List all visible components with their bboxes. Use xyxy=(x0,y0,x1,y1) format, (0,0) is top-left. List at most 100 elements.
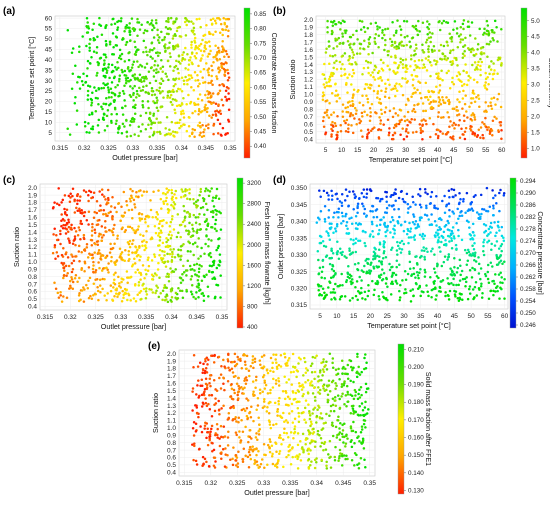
data-point xyxy=(353,106,357,110)
data-point xyxy=(324,245,328,248)
data-point xyxy=(105,69,109,72)
data-point xyxy=(80,222,84,226)
data-point xyxy=(139,78,143,81)
data-point xyxy=(477,217,481,221)
data-point xyxy=(437,91,441,94)
data-point xyxy=(362,47,365,51)
y-tick-label: 0.325 xyxy=(291,269,308,276)
data-point xyxy=(95,211,99,215)
data-point xyxy=(477,60,480,64)
data-point xyxy=(389,231,392,234)
colorbar-tick-label: 5.0 xyxy=(531,18,540,25)
data-point xyxy=(183,123,186,127)
data-point xyxy=(495,201,498,205)
data-point xyxy=(146,100,150,103)
data-point xyxy=(390,40,394,44)
data-point xyxy=(192,354,196,357)
data-point xyxy=(412,235,415,239)
y-tick-label: 0.8 xyxy=(28,274,37,281)
data-point xyxy=(93,251,96,254)
data-point xyxy=(164,25,168,29)
data-point xyxy=(73,277,77,280)
data-point xyxy=(258,427,262,431)
data-point xyxy=(146,258,150,262)
data-point xyxy=(204,41,207,44)
data-point xyxy=(405,127,408,131)
data-point xyxy=(465,71,468,74)
data-point xyxy=(68,241,71,245)
data-point xyxy=(78,50,81,54)
data-point xyxy=(346,363,350,367)
data-point xyxy=(97,249,101,252)
data-point xyxy=(223,365,226,368)
data-point xyxy=(359,414,362,417)
data-point xyxy=(91,222,94,226)
data-point xyxy=(438,19,441,23)
data-point xyxy=(423,213,427,216)
data-point xyxy=(299,358,302,361)
data-point xyxy=(415,255,418,258)
data-point xyxy=(131,116,134,120)
data-point xyxy=(68,200,72,204)
data-point xyxy=(448,289,452,293)
data-point xyxy=(255,432,258,435)
data-point xyxy=(255,375,258,379)
data-point xyxy=(156,213,160,216)
data-point xyxy=(226,436,230,439)
data-point xyxy=(404,77,407,81)
data-point xyxy=(343,73,346,77)
data-point xyxy=(202,81,205,84)
data-point xyxy=(156,33,159,37)
data-point xyxy=(377,69,381,73)
colorbar-tick-label: 1200 xyxy=(247,283,262,290)
data-point xyxy=(215,209,219,213)
data-point xyxy=(113,294,116,298)
y-tick-label: 1.9 xyxy=(167,358,176,365)
data-point xyxy=(67,218,70,222)
colorbar-label: Steam economy xyxy=(547,58,550,109)
data-point xyxy=(422,118,425,121)
data-point xyxy=(399,133,402,136)
data-point xyxy=(443,225,447,228)
data-point xyxy=(338,200,342,203)
data-point xyxy=(190,40,193,44)
panel-label: (a) xyxy=(3,6,15,17)
data-point xyxy=(123,230,127,234)
data-point xyxy=(271,386,275,389)
data-point xyxy=(63,207,66,211)
data-point xyxy=(141,99,144,103)
data-point xyxy=(127,292,130,296)
data-point xyxy=(405,64,408,67)
data-point xyxy=(96,243,100,246)
data-point xyxy=(182,51,185,54)
data-point xyxy=(92,50,96,53)
data-point xyxy=(313,458,317,462)
data-point xyxy=(420,119,423,122)
data-point xyxy=(452,188,456,192)
y-tick-label: 1.6 xyxy=(304,47,313,54)
colorbar-tick-label: 0.250 xyxy=(520,310,536,317)
data-point xyxy=(240,366,244,370)
data-point xyxy=(405,70,408,73)
data-point xyxy=(92,264,95,267)
data-point xyxy=(222,382,225,386)
data-point xyxy=(91,125,95,128)
data-point xyxy=(208,435,211,438)
data-point xyxy=(409,289,412,292)
data-point xyxy=(189,56,192,59)
data-point xyxy=(359,120,363,123)
data-point xyxy=(393,131,397,135)
data-point xyxy=(315,354,318,358)
data-point xyxy=(219,296,222,299)
data-point xyxy=(51,251,55,255)
data-point xyxy=(85,16,89,20)
colorbar-label: Concentrate water mass fraction xyxy=(270,33,277,134)
data-point xyxy=(89,97,93,101)
data-point xyxy=(386,298,389,302)
data-point xyxy=(496,224,500,228)
data-point xyxy=(144,46,148,49)
data-point xyxy=(455,271,459,274)
data-point xyxy=(207,71,210,74)
data-point xyxy=(186,249,190,253)
data-point xyxy=(90,243,94,247)
